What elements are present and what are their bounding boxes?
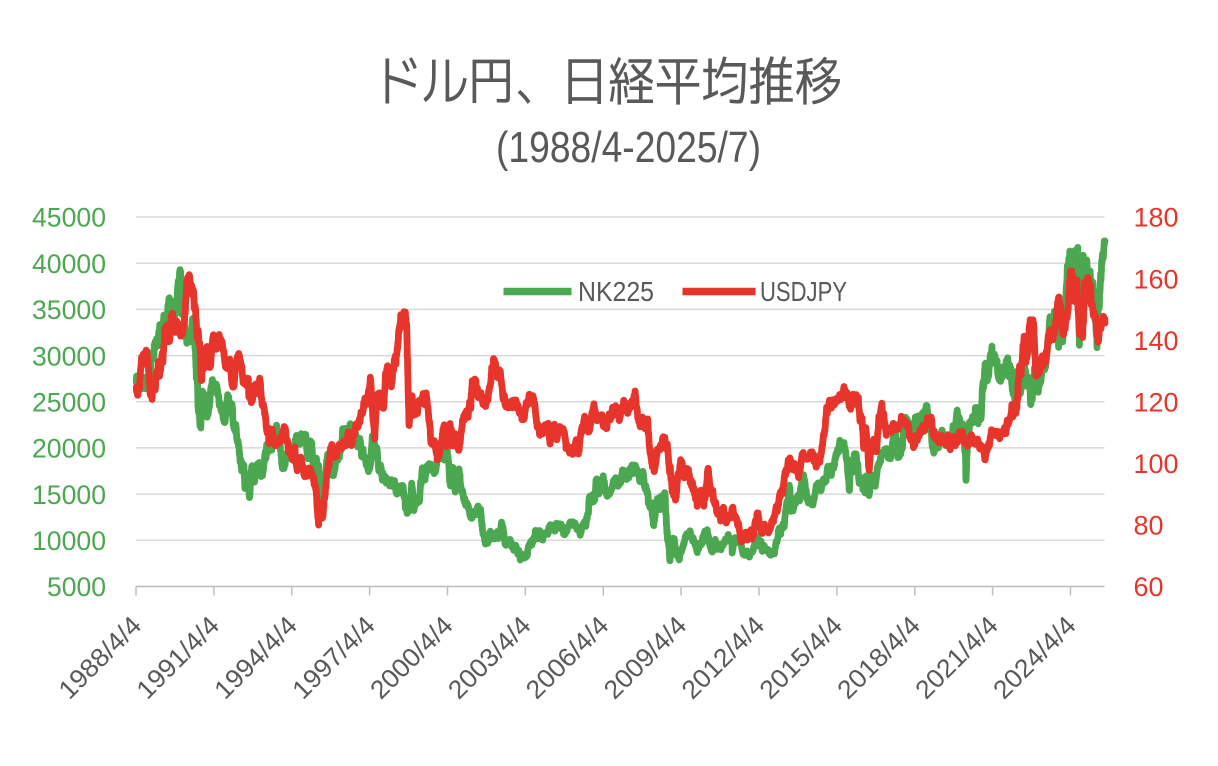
svg-text:80: 80: [1134, 511, 1164, 541]
svg-text:USDJPY: USDJPY: [760, 276, 847, 307]
svg-text:10000: 10000: [32, 526, 106, 556]
svg-text:60: 60: [1134, 572, 1164, 602]
svg-text:100: 100: [1134, 449, 1179, 479]
svg-text:15000: 15000: [32, 480, 106, 510]
svg-text:180: 180: [1134, 203, 1179, 233]
svg-text:45000: 45000: [32, 203, 106, 233]
svg-text:30000: 30000: [32, 341, 106, 371]
svg-text:NK225: NK225: [578, 276, 654, 307]
svg-text:20000: 20000: [32, 434, 106, 464]
svg-text:120: 120: [1134, 387, 1179, 417]
svg-text:25000: 25000: [32, 387, 106, 417]
svg-text:5000: 5000: [47, 572, 106, 602]
svg-text:35000: 35000: [32, 295, 106, 325]
svg-text:160: 160: [1134, 264, 1179, 294]
svg-text:140: 140: [1134, 326, 1179, 356]
svg-text:(1988/4-2025/7): (1988/4-2025/7): [496, 123, 761, 172]
svg-text:40000: 40000: [32, 249, 106, 279]
